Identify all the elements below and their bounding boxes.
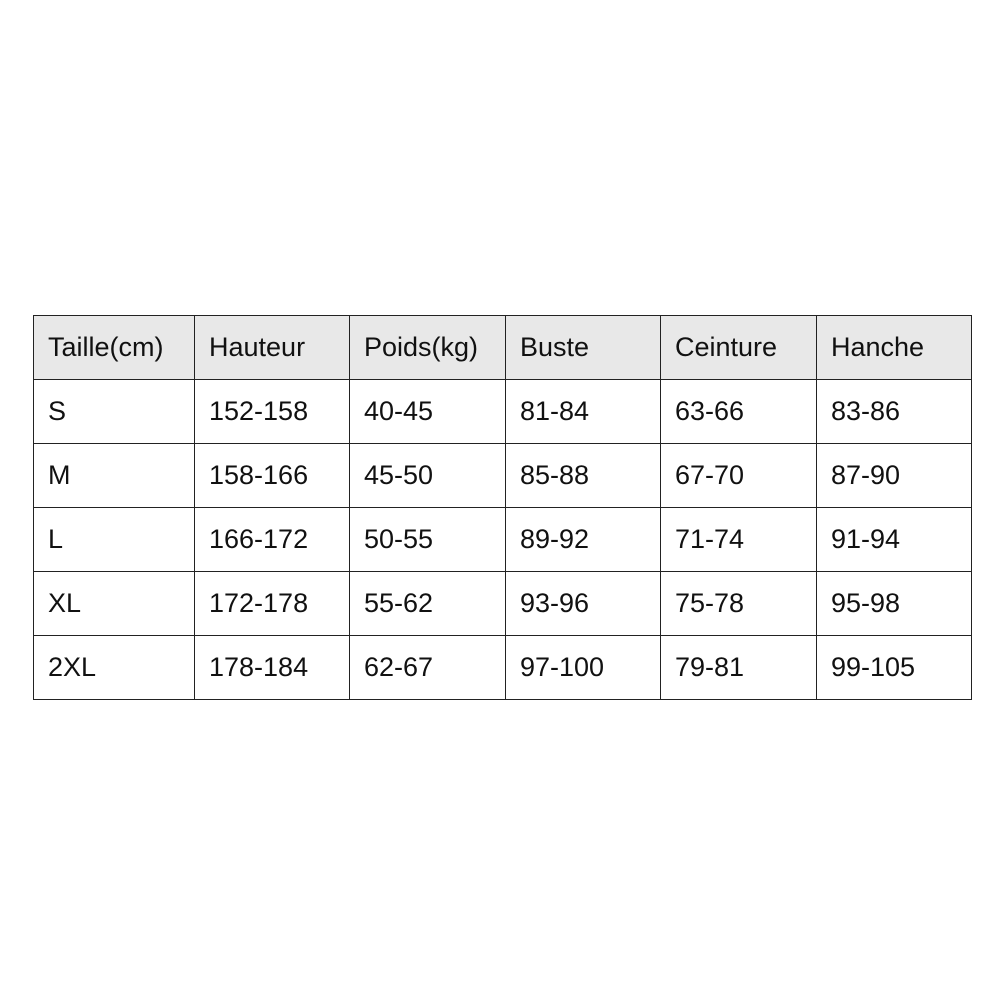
table-cell: 178-184 [194, 635, 350, 700]
column-header: Hauteur [194, 315, 350, 380]
table-cell: 97-100 [505, 635, 661, 700]
column-header: Ceinture [660, 315, 817, 380]
table-cell: 93-96 [505, 571, 661, 636]
table-cell: 95-98 [816, 571, 972, 636]
table-cell: 75-78 [660, 571, 817, 636]
table-cell: 83-86 [816, 379, 972, 444]
table-row: L 166-172 50-55 89-92 71-74 91-94 [33, 507, 972, 572]
table-cell: 166-172 [194, 507, 350, 572]
table-cell: 55-62 [349, 571, 506, 636]
table-cell: 71-74 [660, 507, 817, 572]
column-header: Poids(kg) [349, 315, 506, 380]
table-cell: 99-105 [816, 635, 972, 700]
table-cell: S [33, 379, 195, 444]
table-cell: 152-158 [194, 379, 350, 444]
table-cell: 89-92 [505, 507, 661, 572]
table-row: 2XL 178-184 62-67 97-100 79-81 99-105 [33, 635, 972, 700]
table-cell: L [33, 507, 195, 572]
column-header: Hanche [816, 315, 972, 380]
table-cell: 79-81 [660, 635, 817, 700]
table-cell: 50-55 [349, 507, 506, 572]
table-cell: 63-66 [660, 379, 817, 444]
column-header: Taille(cm) [33, 315, 195, 380]
table-cell: 2XL [33, 635, 195, 700]
table-cell: 172-178 [194, 571, 350, 636]
table-cell: 158-166 [194, 443, 350, 508]
table-row: XL 172-178 55-62 93-96 75-78 95-98 [33, 571, 972, 636]
table-cell: 87-90 [816, 443, 972, 508]
table-cell: 81-84 [505, 379, 661, 444]
table-row: S 152-158 40-45 81-84 63-66 83-86 [33, 379, 972, 444]
table-cell: 85-88 [505, 443, 661, 508]
table-cell: 40-45 [349, 379, 506, 444]
table-cell: M [33, 443, 195, 508]
table-cell: 45-50 [349, 443, 506, 508]
table-row: M 158-166 45-50 85-88 67-70 87-90 [33, 443, 972, 508]
size-chart-table: Taille(cm) Hauteur Poids(kg) Buste Ceinture H… [33, 315, 972, 700]
table-cell: 67-70 [660, 443, 817, 508]
table-cell: 62-67 [349, 635, 506, 700]
table-cell: XL [33, 571, 195, 636]
header-row: Taille(cm) Hauteur Poids(kg) Buste Ceinture H… [33, 315, 972, 380]
table-cell: 91-94 [816, 507, 972, 572]
column-header: Buste [505, 315, 661, 380]
